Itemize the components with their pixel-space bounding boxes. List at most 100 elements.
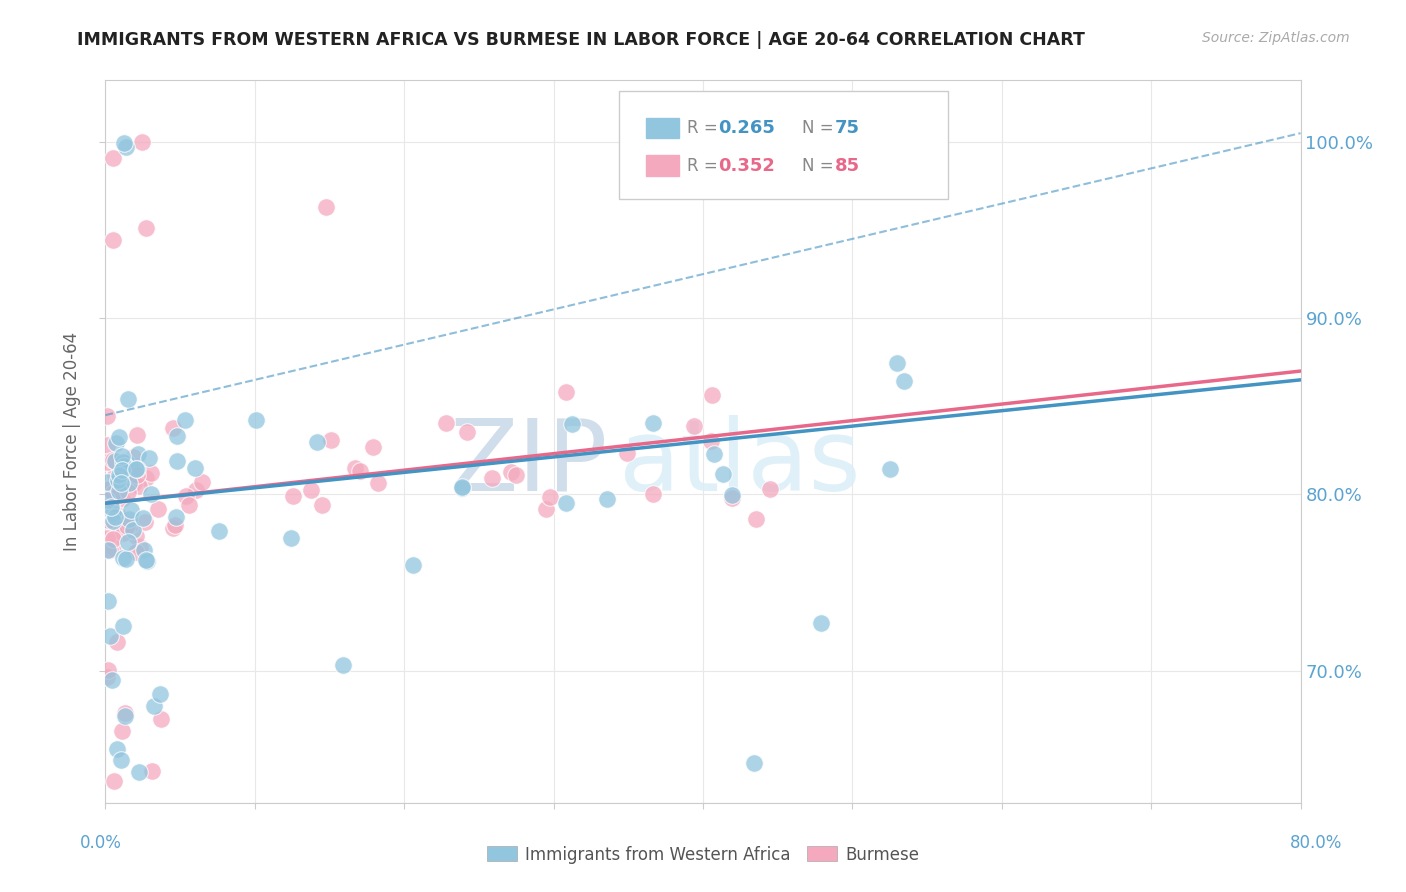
Text: ZIP: ZIP bbox=[449, 415, 607, 512]
Point bbox=[162, 421, 184, 435]
Point bbox=[451, 481, 474, 495]
Point bbox=[103, 514, 125, 528]
Point bbox=[110, 475, 132, 490]
Point bbox=[281, 489, 304, 503]
Point bbox=[114, 139, 136, 153]
Point bbox=[139, 487, 162, 501]
Point bbox=[111, 724, 134, 739]
Point bbox=[115, 518, 138, 533]
Point bbox=[700, 434, 723, 448]
Point bbox=[703, 447, 725, 461]
Point bbox=[101, 541, 124, 555]
Point bbox=[125, 467, 148, 482]
Point bbox=[456, 425, 478, 439]
Point bbox=[711, 467, 734, 482]
Point bbox=[139, 467, 162, 481]
Point bbox=[108, 430, 131, 444]
Point bbox=[98, 543, 121, 558]
Point bbox=[146, 502, 169, 516]
Point bbox=[115, 551, 138, 566]
Legend: Immigrants from Western Africa, Burmese: Immigrants from Western Africa, Burmese bbox=[479, 839, 927, 871]
Point bbox=[208, 524, 231, 539]
Point bbox=[124, 462, 146, 476]
Point bbox=[100, 500, 122, 515]
Point bbox=[343, 461, 366, 475]
Point bbox=[105, 741, 128, 756]
Y-axis label: In Labor Force | Age 20-64: In Labor Force | Age 20-64 bbox=[63, 332, 82, 551]
Point bbox=[96, 409, 118, 423]
Point bbox=[720, 488, 742, 502]
Point bbox=[299, 483, 322, 497]
Point bbox=[96, 493, 118, 508]
Point bbox=[122, 475, 145, 490]
Point bbox=[117, 392, 139, 406]
Point bbox=[141, 764, 163, 778]
Point bbox=[165, 517, 187, 532]
Point bbox=[111, 550, 134, 565]
FancyBboxPatch shape bbox=[619, 91, 948, 200]
Point bbox=[683, 419, 706, 434]
Point bbox=[742, 756, 765, 770]
Point bbox=[97, 543, 120, 558]
Point bbox=[105, 483, 128, 498]
Text: 0.0%: 0.0% bbox=[80, 834, 122, 852]
Point bbox=[107, 473, 129, 487]
Point bbox=[131, 135, 153, 149]
Text: 85: 85 bbox=[835, 156, 859, 175]
Point bbox=[104, 453, 127, 467]
Point bbox=[120, 516, 142, 531]
Point bbox=[122, 450, 145, 464]
Point bbox=[886, 356, 908, 370]
Point bbox=[759, 482, 782, 496]
Point bbox=[501, 465, 523, 479]
Point bbox=[97, 663, 120, 677]
Point bbox=[814, 117, 837, 131]
Point bbox=[127, 447, 149, 461]
Point bbox=[127, 462, 149, 476]
Point bbox=[112, 455, 135, 469]
Point bbox=[174, 413, 197, 427]
Point bbox=[120, 517, 142, 532]
Point bbox=[363, 440, 385, 454]
Point bbox=[165, 510, 187, 524]
Text: Source: ZipAtlas.com: Source: ZipAtlas.com bbox=[1202, 31, 1350, 45]
Point bbox=[114, 709, 136, 723]
Point bbox=[149, 686, 172, 700]
Point bbox=[280, 531, 302, 545]
FancyBboxPatch shape bbox=[645, 155, 679, 176]
Point bbox=[105, 489, 128, 503]
Point bbox=[534, 502, 557, 516]
Text: 75: 75 bbox=[835, 119, 859, 137]
Point bbox=[121, 462, 143, 476]
Point bbox=[104, 435, 127, 450]
Point bbox=[125, 529, 148, 543]
Point bbox=[702, 388, 724, 402]
Point bbox=[101, 485, 124, 500]
Point bbox=[319, 433, 342, 447]
Point bbox=[179, 498, 201, 512]
Point bbox=[97, 513, 120, 527]
Point bbox=[96, 482, 118, 496]
Text: atlas: atlas bbox=[619, 415, 860, 512]
Point bbox=[96, 455, 118, 469]
Point bbox=[162, 521, 184, 535]
Point bbox=[555, 385, 578, 400]
Point bbox=[98, 630, 121, 644]
Point bbox=[893, 375, 915, 389]
Point bbox=[118, 476, 141, 491]
Point bbox=[104, 468, 127, 483]
Point bbox=[114, 706, 136, 720]
Point bbox=[111, 450, 134, 464]
Point bbox=[103, 508, 125, 522]
Point bbox=[186, 483, 208, 498]
Point bbox=[174, 489, 197, 503]
Point bbox=[104, 517, 127, 532]
Point bbox=[166, 429, 188, 443]
Point bbox=[191, 475, 214, 489]
Point bbox=[561, 417, 583, 431]
Point bbox=[107, 508, 129, 522]
Point bbox=[101, 151, 124, 165]
Point bbox=[367, 476, 389, 491]
Point bbox=[132, 511, 155, 525]
Point bbox=[555, 496, 578, 510]
